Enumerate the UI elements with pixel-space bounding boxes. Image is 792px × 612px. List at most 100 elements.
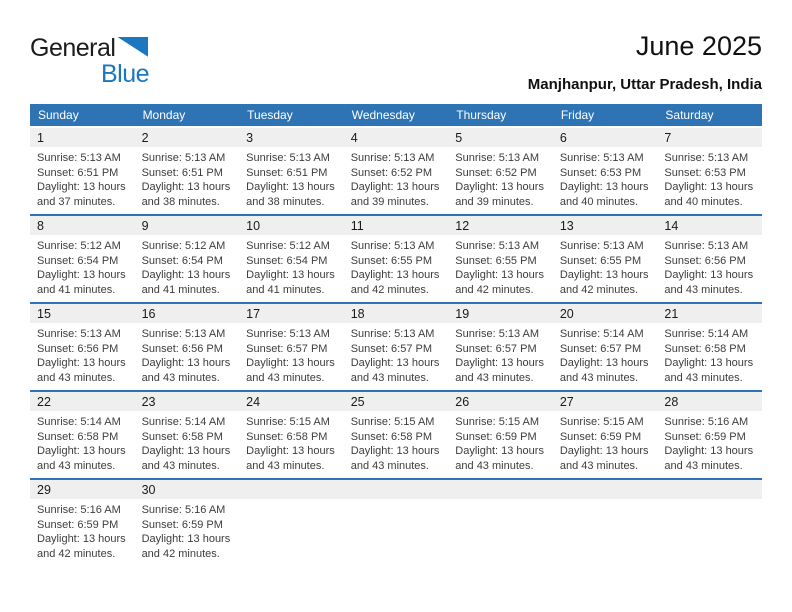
day-details: Sunrise: 5:13 AM Sunset: 6:57 PM Dayligh… — [344, 323, 449, 385]
sunrise-text: Sunrise: 5:14 AM — [37, 416, 121, 428]
daylight-text: Daylight: 13 hours and 43 minutes. — [141, 445, 231, 472]
sunrise-text: Sunrise: 5:12 AM — [141, 240, 226, 252]
day-cell-15: 15 Sunrise: 5:13 AM Sunset: 6:56 PM Dayl… — [30, 304, 135, 390]
sunset-text: Sunset: 6:57 PM — [350, 342, 433, 355]
daylight-text: Daylight: 13 hours and 41 minutes. — [141, 269, 231, 296]
sunrise-text: Sunrise: 5:16 AM — [664, 416, 749, 428]
day-cell-16: 16 Sunrise: 5:13 AM Sunset: 6:56 PM Dayl… — [134, 304, 240, 390]
daylight-text: Daylight: 13 hours and 41 minutes. — [246, 269, 335, 296]
day-number: 22 — [30, 392, 135, 411]
day-details: Sunrise: 5:12 AM Sunset: 6:54 PM Dayligh… — [135, 235, 240, 297]
sunrise-text: Sunrise: 5:13 AM — [664, 152, 749, 164]
sunrise-text: Sunrise: 5:16 AM — [37, 504, 121, 516]
sunset-text: Sunset: 6:59 PM — [559, 430, 642, 443]
general-blue-logo: General Blue — [30, 34, 150, 88]
day-number: 14 — [657, 216, 762, 235]
day-number: 16 — [134, 304, 240, 323]
sunset-text: Sunset: 6:58 PM — [664, 342, 746, 355]
day-details: Sunrise: 5:13 AM Sunset: 6:55 PM Dayligh… — [553, 235, 658, 297]
day-number — [239, 480, 344, 499]
day-cell-19: 19 Sunrise: 5:13 AM Sunset: 6:57 PM Dayl… — [448, 304, 553, 390]
sunset-text: Sunset: 6:55 PM — [455, 254, 537, 267]
day-details: Sunrise: 5:12 AM Sunset: 6:54 PM Dayligh… — [239, 235, 344, 297]
day-cell-14: 14 Sunrise: 5:13 AM Sunset: 6:56 PM Dayl… — [657, 216, 762, 302]
week-row-5: 29 Sunrise: 5:16 AM Sunset: 6:59 PM Dayl… — [30, 478, 762, 566]
daylight-text: Daylight: 13 hours and 42 minutes. — [559, 269, 649, 296]
day-cell-11: 11 Sunrise: 5:13 AM Sunset: 6:55 PM Dayl… — [343, 216, 449, 302]
day-number: 2 — [134, 128, 240, 147]
daylight-text: Daylight: 13 hours and 43 minutes. — [559, 445, 649, 472]
day-details: Sunrise: 5:13 AM Sunset: 6:57 PM Dayligh… — [239, 323, 344, 385]
sunset-text: Sunset: 6:56 PM — [37, 342, 119, 355]
day-details: Sunrise: 5:16 AM Sunset: 6:59 PM Dayligh… — [30, 499, 135, 561]
day-details: Sunrise: 5:14 AM Sunset: 6:58 PM Dayligh… — [30, 411, 135, 473]
sunset-text: Sunset: 6:51 PM — [37, 166, 119, 179]
sunset-text: Sunset: 6:56 PM — [664, 254, 746, 267]
day-cell-29: 29 Sunrise: 5:16 AM Sunset: 6:59 PM Dayl… — [30, 480, 135, 566]
sunrise-text: Sunrise: 5:13 AM — [246, 328, 330, 340]
sunset-text: Sunset: 6:57 PM — [246, 342, 328, 355]
day-details: Sunrise: 5:13 AM Sunset: 6:52 PM Dayligh… — [344, 147, 449, 209]
daylight-text: Daylight: 13 hours and 42 minutes. — [37, 533, 126, 560]
day-number — [343, 480, 449, 499]
day-details — [553, 499, 658, 503]
daylight-text: Daylight: 13 hours and 43 minutes. — [664, 357, 754, 384]
sunrise-text: Sunrise: 5:13 AM — [350, 152, 435, 164]
weekday-tuesday: Tuesday — [247, 108, 293, 122]
daylight-text: Daylight: 13 hours and 41 minutes. — [37, 269, 126, 296]
sunset-text: Sunset: 6:58 PM — [37, 430, 119, 443]
day-cell-9: 9 Sunrise: 5:12 AM Sunset: 6:54 PM Dayli… — [134, 216, 240, 302]
day-details: Sunrise: 5:16 AM Sunset: 6:59 PM Dayligh… — [135, 499, 240, 561]
title-block: June 2025 Manjhanpur, Uttar Pradesh, Ind… — [528, 31, 762, 92]
sunrise-text: Sunrise: 5:13 AM — [559, 152, 644, 164]
day-details: Sunrise: 5:14 AM Sunset: 6:58 PM Dayligh… — [657, 323, 762, 385]
daylight-text: Daylight: 13 hours and 42 minutes. — [350, 269, 440, 296]
day-cell-21: 21 Sunrise: 5:14 AM Sunset: 6:58 PM Dayl… — [657, 304, 762, 390]
day-details: Sunrise: 5:16 AM Sunset: 6:59 PM Dayligh… — [657, 411, 762, 473]
sunset-text: Sunset: 6:55 PM — [350, 254, 433, 267]
logo-text-blue: Blue — [101, 60, 150, 88]
day-number: 10 — [239, 216, 344, 235]
sunrise-text: Sunrise: 5:14 AM — [664, 328, 749, 340]
sunrise-text: Sunrise: 5:13 AM — [455, 152, 540, 164]
weekday-friday: Friday — [560, 108, 595, 122]
sunset-text: Sunset: 6:55 PM — [559, 254, 642, 267]
sunset-text: Sunset: 6:59 PM — [141, 518, 223, 531]
empty-cell — [448, 480, 553, 566]
daylight-text: Daylight: 13 hours and 43 minutes. — [37, 445, 126, 472]
day-number: 1 — [30, 128, 135, 147]
sunrise-text: Sunrise: 5:12 AM — [37, 240, 121, 252]
day-cell-13: 13 Sunrise: 5:13 AM Sunset: 6:55 PM Dayl… — [552, 216, 658, 302]
sunset-text: Sunset: 6:58 PM — [141, 430, 223, 443]
week-row-1: 1 Sunrise: 5:13 AM Sunset: 6:51 PM Dayli… — [30, 126, 762, 214]
day-cell-4: 4 Sunrise: 5:13 AM Sunset: 6:52 PM Dayli… — [343, 128, 449, 214]
sunset-text: Sunset: 6:51 PM — [246, 166, 328, 179]
day-cell-17: 17 Sunrise: 5:13 AM Sunset: 6:57 PM Dayl… — [239, 304, 344, 390]
day-cell-30: 30 Sunrise: 5:16 AM Sunset: 6:59 PM Dayl… — [134, 480, 240, 566]
day-cell-1: 1 Sunrise: 5:13 AM Sunset: 6:51 PM Dayli… — [30, 128, 135, 214]
sunrise-text: Sunrise: 5:14 AM — [141, 416, 226, 428]
daylight-text: Daylight: 13 hours and 39 minutes. — [350, 181, 440, 208]
sunset-text: Sunset: 6:57 PM — [455, 342, 537, 355]
daylight-text: Daylight: 13 hours and 42 minutes. — [455, 269, 544, 296]
daylight-text: Daylight: 13 hours and 40 minutes. — [559, 181, 649, 208]
daylight-text: Daylight: 13 hours and 43 minutes. — [455, 357, 544, 384]
daylight-text: Daylight: 13 hours and 38 minutes. — [246, 181, 335, 208]
daylight-text: Daylight: 13 hours and 37 minutes. — [37, 181, 126, 208]
sunrise-text: Sunrise: 5:13 AM — [664, 240, 749, 252]
day-details: Sunrise: 5:15 AM Sunset: 6:58 PM Dayligh… — [239, 411, 344, 473]
day-details: Sunrise: 5:13 AM Sunset: 6:53 PM Dayligh… — [553, 147, 658, 209]
sunrise-text: Sunrise: 5:13 AM — [141, 328, 226, 340]
day-number — [657, 480, 762, 499]
day-number: 4 — [343, 128, 449, 147]
day-number: 23 — [134, 392, 240, 411]
day-details: Sunrise: 5:13 AM Sunset: 6:57 PM Dayligh… — [448, 323, 553, 385]
sunset-text: Sunset: 6:54 PM — [141, 254, 223, 267]
sunset-text: Sunset: 6:56 PM — [141, 342, 223, 355]
logo-text-general: General — [30, 34, 116, 62]
sunrise-text: Sunrise: 5:13 AM — [455, 240, 540, 252]
day-cell-7: 7 Sunrise: 5:13 AM Sunset: 6:53 PM Dayli… — [657, 128, 762, 214]
day-cell-6: 6 Sunrise: 5:13 AM Sunset: 6:53 PM Dayli… — [552, 128, 658, 214]
day-number: 9 — [134, 216, 240, 235]
